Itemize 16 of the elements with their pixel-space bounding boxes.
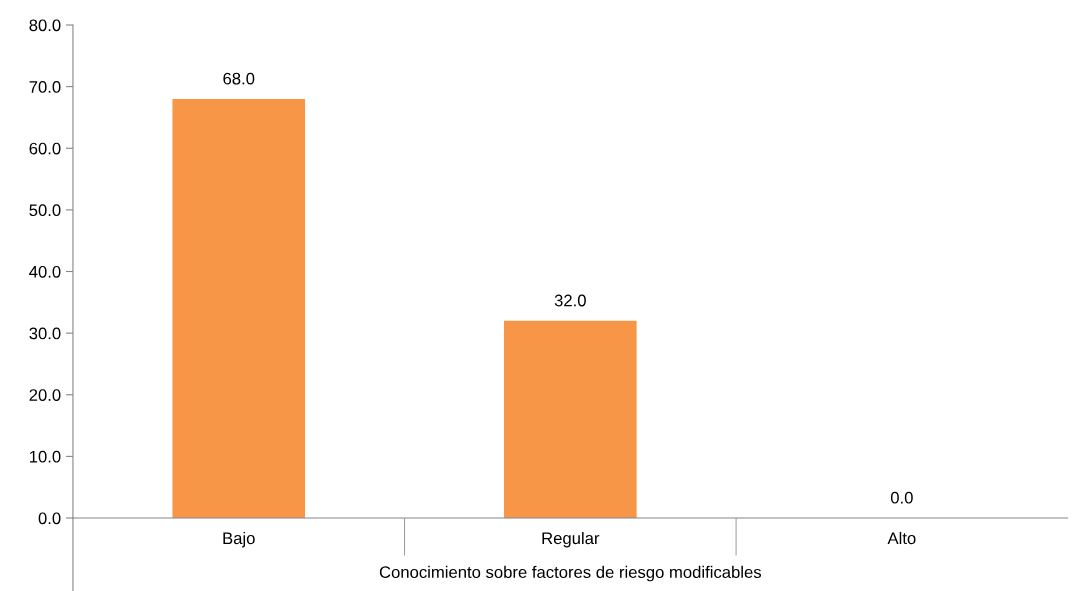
data-label: 68.0: [223, 72, 255, 85]
x-tick-label: Alto: [887, 531, 916, 545]
y-tick-label: 80.0: [29, 19, 61, 32]
y-tick-label: 30.0: [29, 327, 61, 340]
y-tick-label: 10.0: [29, 450, 61, 463]
data-label: 32.0: [554, 294, 586, 307]
x-tick-label: Bajo: [223, 531, 255, 548]
y-tick-label: 40.0: [29, 265, 61, 278]
y-tick-label: 60.0: [29, 142, 61, 155]
data-label: 0.0: [890, 491, 913, 504]
y-tick-label: 70.0: [29, 81, 61, 93]
x-axis-title: Conocimiento sobre factores de riesgo modificables: [379, 565, 762, 582]
y-tick-label: 0.0: [38, 512, 61, 525]
x-tick-label: Regular: [542, 531, 600, 548]
y-tick-label: 20.0: [29, 389, 61, 401]
y-tick-label: 50.0: [29, 204, 61, 217]
